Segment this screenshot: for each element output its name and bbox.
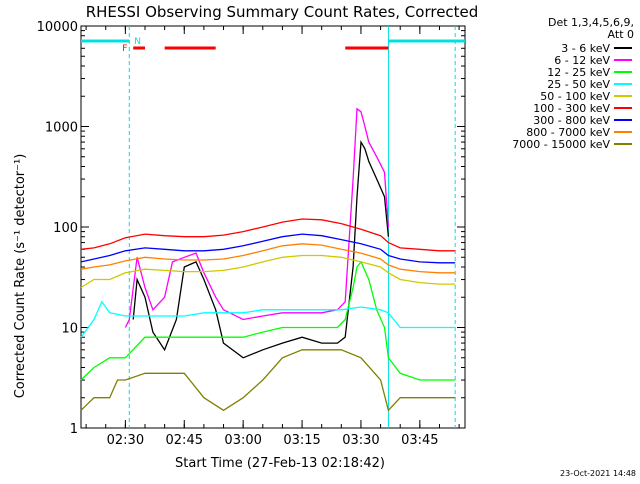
flare-label: F xyxy=(122,44,127,54)
y-axis-label: Corrected Count Rate (s⁻¹ detector⁻¹) xyxy=(13,154,28,399)
y-tick-label: 100 xyxy=(53,221,78,236)
legend-label: 300 - 800 keV xyxy=(533,114,610,127)
x-tick-label: 02:45 xyxy=(166,433,203,448)
series-line-2 xyxy=(124,107,390,328)
legend-label: 800 - 7000 keV xyxy=(526,126,610,139)
series-line-5 xyxy=(80,254,456,289)
legend-label: 50 - 100 keV xyxy=(540,90,610,103)
series-line-9 xyxy=(80,349,456,412)
series-line-8 xyxy=(80,243,456,274)
plot-area: 1 10 100 1000 10000 02:30 02:45 03:00 03:15 03:30… xyxy=(37,20,632,448)
x-tick-label: 03:00 xyxy=(224,433,261,448)
series-line-1 xyxy=(132,139,390,359)
legend-header-line-1: Det 1,3,4,5,6,9, xyxy=(548,16,634,29)
legend-header-line-2: Att 0 xyxy=(608,28,634,41)
series-line-4 xyxy=(80,300,456,338)
legend-label: 6 - 12 keV xyxy=(554,54,610,67)
x-tick-label: 03:15 xyxy=(283,433,320,448)
series-line-3 xyxy=(80,260,456,381)
legend-label: 7000 - 15000 keV xyxy=(512,138,610,151)
x-axis-label: Start Time (27-Feb-13 02:18:42) xyxy=(175,456,385,471)
y-tick-label: 1 xyxy=(70,422,78,437)
series-line-6 xyxy=(80,218,456,252)
legend-label: 100 - 300 keV xyxy=(533,102,610,115)
series-line-7 xyxy=(80,233,456,264)
legend-label: 3 - 6 keV xyxy=(561,42,610,55)
night-label: N xyxy=(134,37,141,47)
legend-label: 12 - 25 keV xyxy=(547,66,610,79)
x-tick-label: 02:30 xyxy=(107,433,144,448)
chart-title: RHESSI Observing Summary Count Rates, Co… xyxy=(86,3,479,21)
y-tick-label: 1000 xyxy=(45,121,78,136)
legend-label: 25 - 50 keV xyxy=(547,78,610,91)
x-tick-label: 03:30 xyxy=(342,433,379,448)
y-tick-label: 10000 xyxy=(37,20,78,35)
y-tick-label: 10 xyxy=(61,322,78,337)
x-tick-label: 03:45 xyxy=(401,433,438,448)
footer-date: 23-Oct-2021 14:48 xyxy=(560,469,636,478)
